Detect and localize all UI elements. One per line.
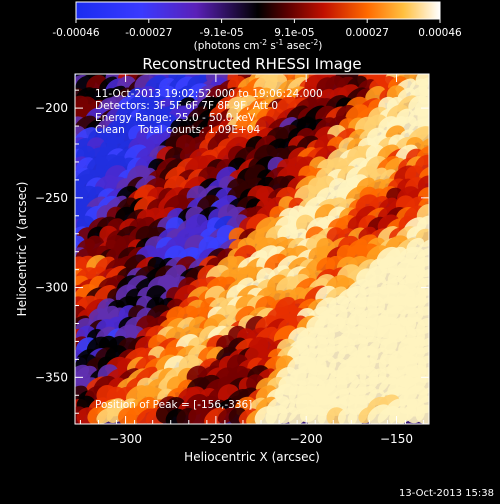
colorbar-tick-label: -0.00046 bbox=[52, 27, 100, 39]
colorbar-tick-label: 0.00046 bbox=[418, 27, 462, 39]
y-tick-label: −300 bbox=[35, 281, 68, 295]
x-tick-label: −150 bbox=[380, 432, 413, 446]
peak-label: Position of Peak = [-156,-336] bbox=[95, 399, 252, 411]
colorbar-tick-label: -9.1e-05 bbox=[200, 27, 244, 39]
y-tick-label: −200 bbox=[35, 101, 68, 115]
annotation-energy: Energy Range: 25.0 - 50.0 keV bbox=[95, 112, 256, 124]
heat-cell bbox=[415, 404, 429, 424]
y-tick-label: −250 bbox=[35, 191, 68, 205]
x-axis-label: Heliocentric X (arcsec) bbox=[184, 450, 320, 464]
x-tick-label: −250 bbox=[199, 432, 232, 446]
chart-title: Reconstructed RHESSI Image bbox=[142, 55, 361, 73]
annotation-clean: Clean Total counts: 1.09E+04 bbox=[95, 124, 260, 136]
heatmap-image bbox=[75, 74, 429, 424]
annotation-detectors: Detectors: 3F 5F 6F 7F 8F 9F, Att 0 bbox=[95, 100, 278, 112]
colorbar bbox=[75, 1, 441, 20]
colorbar-unit: (photons cm-2 s-1 asec-2) bbox=[194, 38, 323, 52]
colorbar-tick-label: 0.00027 bbox=[345, 27, 388, 39]
axis-ticks: −300 −250 −200 −150 −350 −300 −250 −200 bbox=[35, 74, 429, 446]
x-tick-label: −300 bbox=[109, 432, 142, 446]
plot-frame bbox=[74, 73, 430, 425]
annotation-time: 11-Oct-2013 19:02:52.000 to 19:06:24.000 bbox=[95, 88, 323, 100]
footer-timestamp: 13-Oct-2013 15:38 bbox=[399, 488, 494, 499]
colorbar-tick-label: 9.1e-05 bbox=[274, 27, 314, 39]
colorbar-tick-label: -0.00027 bbox=[125, 27, 172, 39]
y-axis-label: Heliocentric Y (arcsec) bbox=[15, 182, 29, 317]
y-tick-label: −350 bbox=[35, 370, 68, 384]
x-tick-label: −200 bbox=[290, 432, 323, 446]
colorbar-ticks: -0.00046 -0.00027 -9.1e-05 9.1e-05 0.00027 0.… bbox=[52, 19, 462, 39]
